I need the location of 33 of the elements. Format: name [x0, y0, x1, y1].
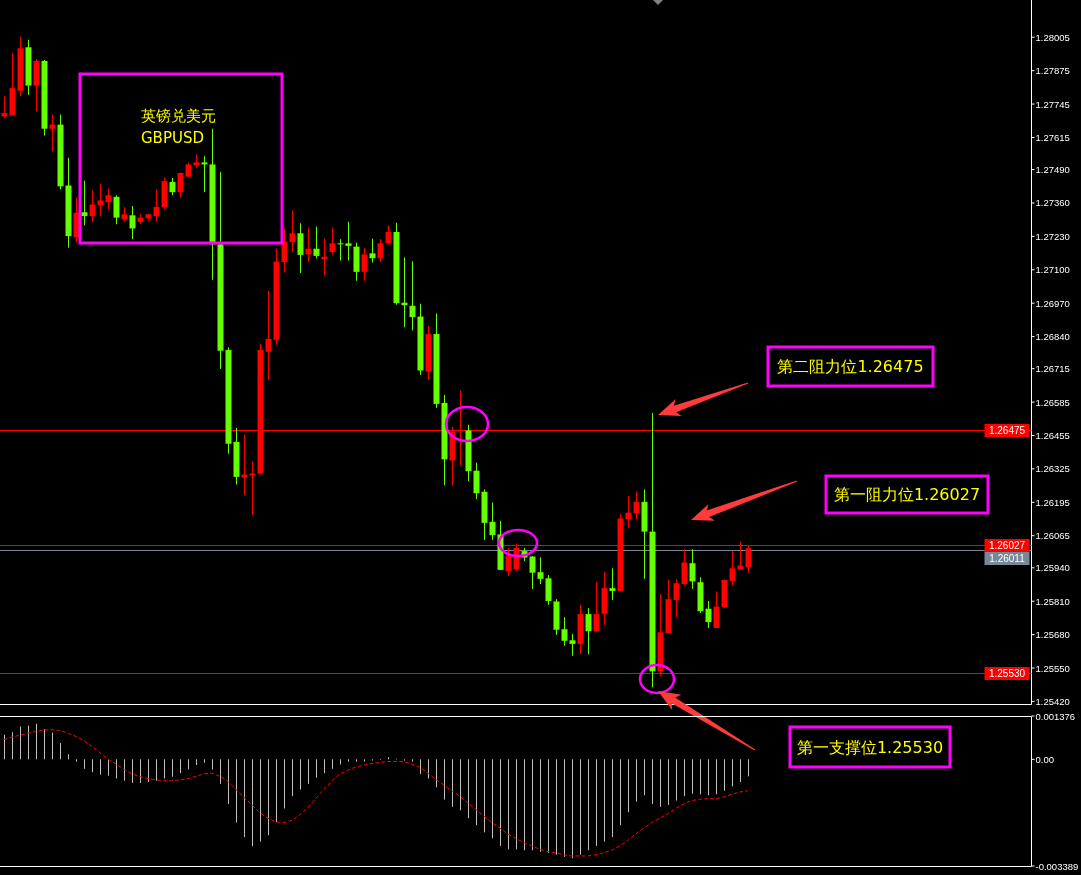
text: 英镑兑美元 [141, 107, 216, 125]
y-tick-label: -0.003389 [1035, 860, 1079, 872]
y-tick-label: 1.25680 [1035, 629, 1070, 641]
y-tick-label: 1.27490 [1035, 164, 1070, 176]
y-tick-label: 1.27360 [1035, 197, 1070, 209]
y-tick-label: 1.25420 [1035, 695, 1070, 707]
y-tick-label: 1.26715 [1035, 363, 1070, 375]
y-tick-label: 1.27615 [1035, 131, 1070, 143]
y-tick-label: 1.26970 [1035, 297, 1070, 309]
y-tick-label: 1.26065 [1035, 530, 1070, 542]
y-tick-label: 1.26455 [1035, 430, 1070, 441]
y-tick-label: 0.001376 [1035, 710, 1076, 722]
ref-line-label: 1.25530 [988, 668, 1026, 679]
y-tick-label: 1.27100 [1035, 264, 1070, 276]
y-tick-label: 1.25810 [1035, 595, 1070, 607]
text: GBPUSD [141, 129, 205, 147]
ref-line-label: 1.26027 [988, 540, 1026, 551]
y-tick-label: 1.27230 [1035, 230, 1070, 242]
ref-line-label: 1.26011 [989, 553, 1026, 564]
y-tick-label: 0.00 [1035, 753, 1054, 765]
y-tick-label: 1.26840 [1035, 331, 1070, 343]
ref-line-label: 1.26475 [988, 425, 1026, 436]
y-tick-label: 1.26585 [1035, 396, 1070, 408]
y-tick-label: 1.26325 [1035, 463, 1070, 475]
annotation: 第二阻力位1.26475 [777, 357, 924, 376]
y-tick-label: 1.27745 [1035, 98, 1070, 110]
y-tick-label: 1.25550 [1035, 662, 1070, 674]
annotation: 第一支撑位1.25530 [796, 737, 944, 757]
y-tick-label: 1.28005 [1035, 31, 1070, 43]
annotation: 第一阻力位1.26027 [833, 485, 981, 504]
y-tick-label: 1.25940 [1035, 562, 1070, 574]
y-tick-label: 1.26195 [1035, 496, 1070, 508]
y-tick-label: 1.27875 [1035, 65, 1070, 77]
